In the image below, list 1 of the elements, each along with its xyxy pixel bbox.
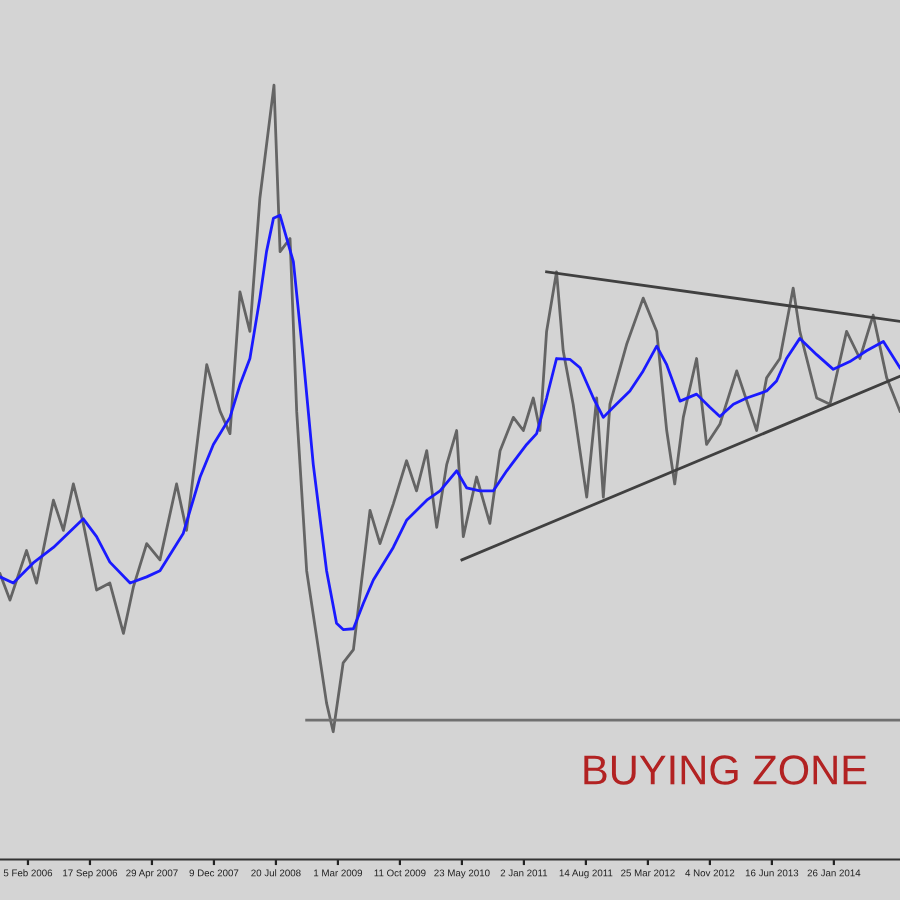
annotation: BUYING ZONE xyxy=(584,755,867,785)
